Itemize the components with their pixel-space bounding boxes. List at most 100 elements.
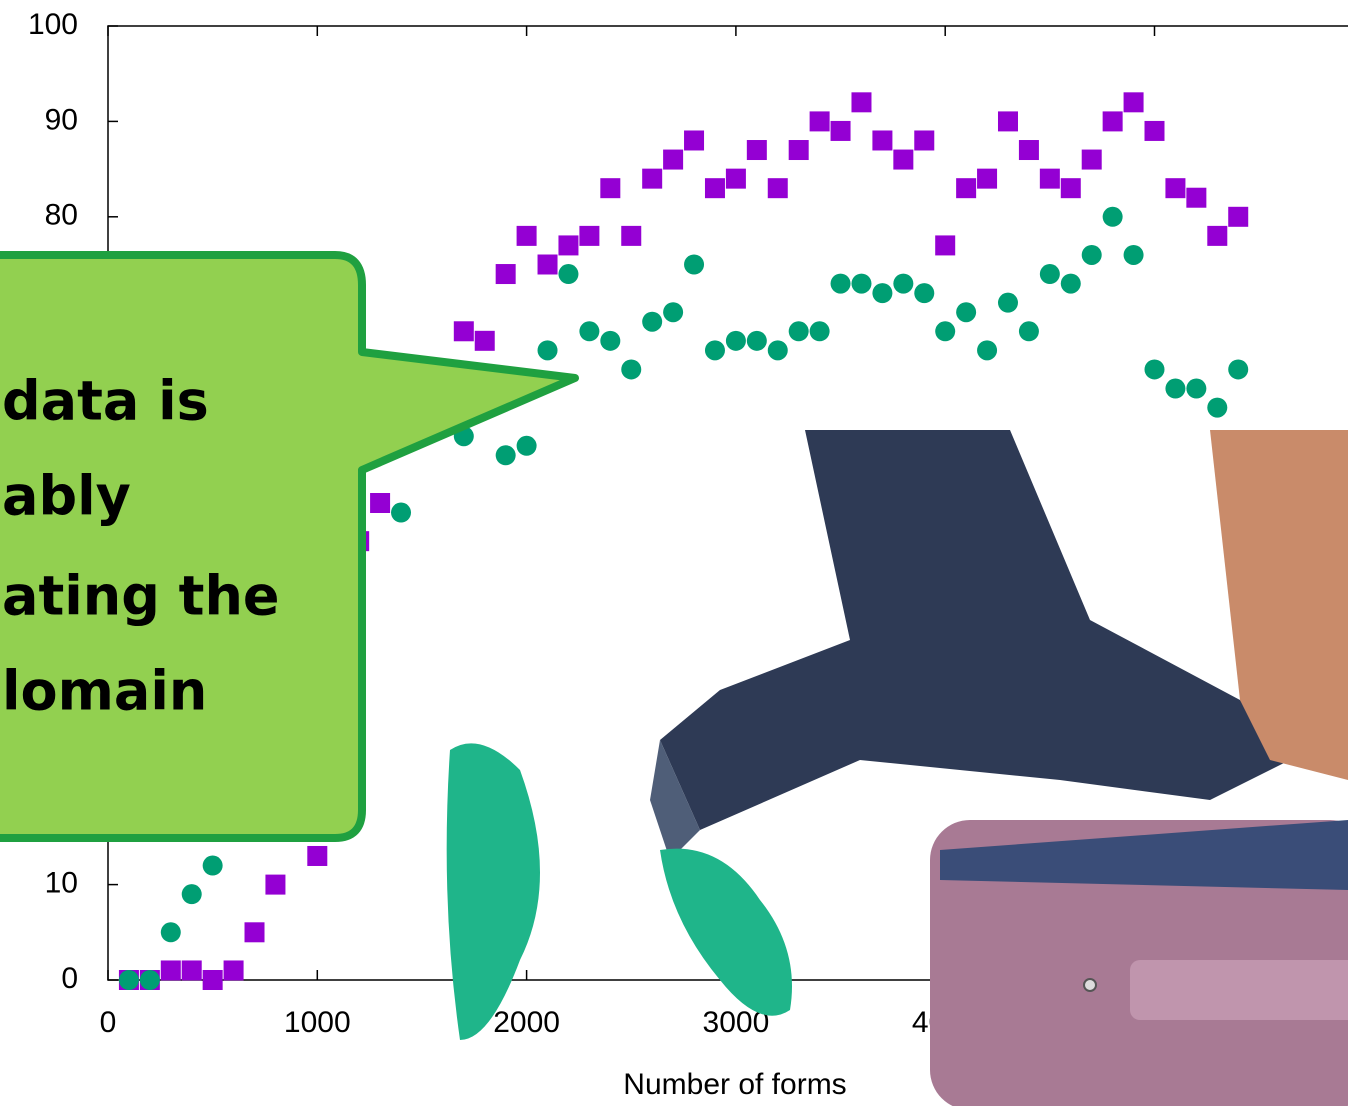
point <box>1186 187 1207 208</box>
point <box>1060 273 1081 294</box>
suitcase-lock <box>1083 978 1097 992</box>
point <box>788 321 809 342</box>
point <box>893 273 914 294</box>
point <box>704 340 725 361</box>
point <box>265 874 286 895</box>
y-tick-label: 0 <box>61 962 78 995</box>
point <box>767 178 788 199</box>
point <box>872 130 893 151</box>
point <box>1186 378 1207 399</box>
callout-text: data is <box>2 370 209 433</box>
point <box>851 92 872 113</box>
callout-text: ably <box>2 465 131 528</box>
point <box>1102 111 1123 132</box>
point <box>558 264 579 285</box>
point <box>935 321 956 342</box>
point <box>893 149 914 170</box>
point <box>516 435 537 456</box>
point <box>1228 359 1249 380</box>
point <box>181 960 202 981</box>
callout: data is ably ating the lomain <box>0 251 579 842</box>
point <box>202 970 223 990</box>
point <box>746 330 767 351</box>
point <box>495 264 516 285</box>
point <box>579 321 600 342</box>
callout-text: ating the <box>2 565 280 628</box>
point <box>1039 264 1060 285</box>
shoe <box>446 743 540 1040</box>
point <box>977 340 998 361</box>
point <box>914 130 935 151</box>
point <box>1123 244 1144 265</box>
point <box>935 235 956 256</box>
point <box>1123 92 1144 113</box>
point <box>495 445 516 466</box>
point <box>160 922 181 943</box>
point <box>1102 206 1123 227</box>
point <box>118 970 139 990</box>
x-tick-label: 0 <box>100 1006 117 1039</box>
point <box>830 120 851 141</box>
x-tick-label: 1000 <box>284 1006 351 1039</box>
point <box>1039 168 1060 189</box>
y-tick-label: 90 <box>45 103 78 136</box>
photo <box>446 430 1348 1106</box>
point <box>997 111 1018 132</box>
point <box>746 140 767 161</box>
point <box>370 493 391 513</box>
suitcase-handle <box>1130 960 1348 1020</box>
callout-text: lomain <box>2 660 207 723</box>
point <box>642 311 663 332</box>
point <box>642 168 663 189</box>
point <box>663 149 684 170</box>
point <box>872 283 893 304</box>
point <box>621 225 642 246</box>
point <box>139 970 160 990</box>
point <box>914 283 935 304</box>
point <box>1144 120 1165 141</box>
point <box>809 321 830 342</box>
point <box>516 225 537 246</box>
point <box>558 235 579 256</box>
point <box>453 321 474 342</box>
point <box>704 178 725 199</box>
point <box>244 922 265 943</box>
clothes <box>940 820 1348 890</box>
point <box>956 302 977 323</box>
point <box>160 960 181 981</box>
point <box>1207 397 1228 418</box>
point <box>663 302 684 323</box>
point <box>977 168 998 189</box>
point <box>684 254 705 275</box>
point <box>621 359 642 380</box>
point <box>684 130 705 151</box>
point <box>1207 225 1228 246</box>
x-tick-label: 2000 <box>493 1006 560 1039</box>
shoe <box>660 848 792 1016</box>
point <box>537 340 558 361</box>
point <box>1144 359 1165 380</box>
cuff <box>650 740 700 860</box>
point <box>307 845 328 866</box>
point <box>997 292 1018 313</box>
y-tick-label: 10 <box>45 867 78 900</box>
point <box>956 178 977 199</box>
point <box>202 855 223 876</box>
point <box>809 111 830 132</box>
point <box>725 168 746 189</box>
point <box>1081 149 1102 170</box>
point <box>788 140 809 161</box>
point <box>1018 321 1039 342</box>
point <box>223 960 244 981</box>
point <box>851 273 872 294</box>
point <box>537 254 558 275</box>
point <box>725 330 746 351</box>
legs <box>1210 430 1348 780</box>
jeans <box>660 430 1290 830</box>
point <box>181 884 202 905</box>
x-axis-label: Number of forms <box>623 1068 846 1101</box>
point <box>767 340 788 361</box>
point <box>1165 178 1186 199</box>
point <box>1081 244 1102 265</box>
